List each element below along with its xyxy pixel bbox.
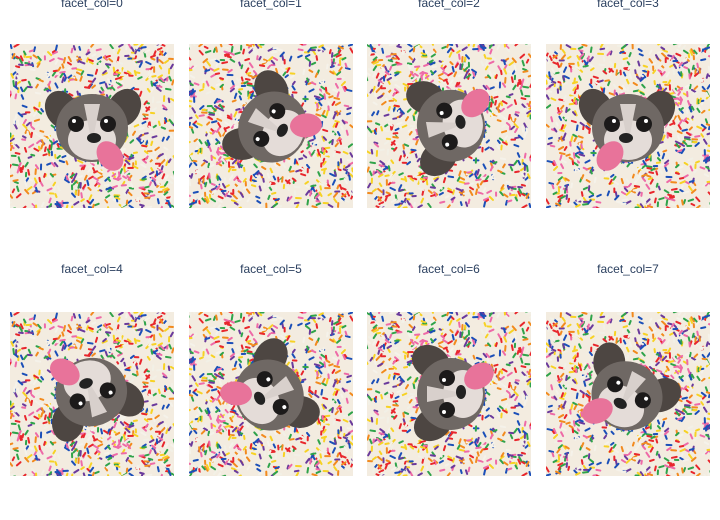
facet-image (189, 44, 353, 208)
facet-panel (10, 44, 174, 208)
facet-title: facet_col=3 (597, 0, 659, 10)
facet-panel (367, 312, 531, 476)
facet-title: facet_col=5 (240, 262, 302, 276)
facet-panel (546, 312, 710, 476)
facet-title: facet_col=7 (597, 262, 659, 276)
facet-image (189, 312, 353, 476)
facet-panel (10, 312, 174, 476)
facet-title: facet_col=2 (418, 0, 480, 10)
facet-title: facet_col=0 (61, 0, 123, 10)
facet-image (10, 312, 174, 476)
facet-image (367, 44, 531, 208)
facet-title: facet_col=6 (418, 262, 480, 276)
facet-panel (189, 44, 353, 208)
facet-image (367, 312, 531, 476)
facet-image (546, 312, 710, 476)
facet-title: facet_col=4 (61, 262, 123, 276)
facet-panel (546, 44, 710, 208)
facet-panel (189, 312, 353, 476)
facet-image (10, 44, 174, 208)
facet-image (546, 44, 710, 208)
panels: facet_col=0 facet_col=1 facet_col=2 facet_c… (10, 0, 710, 476)
facet-panel (367, 44, 531, 208)
facet-title: facet_col=1 (240, 0, 302, 10)
